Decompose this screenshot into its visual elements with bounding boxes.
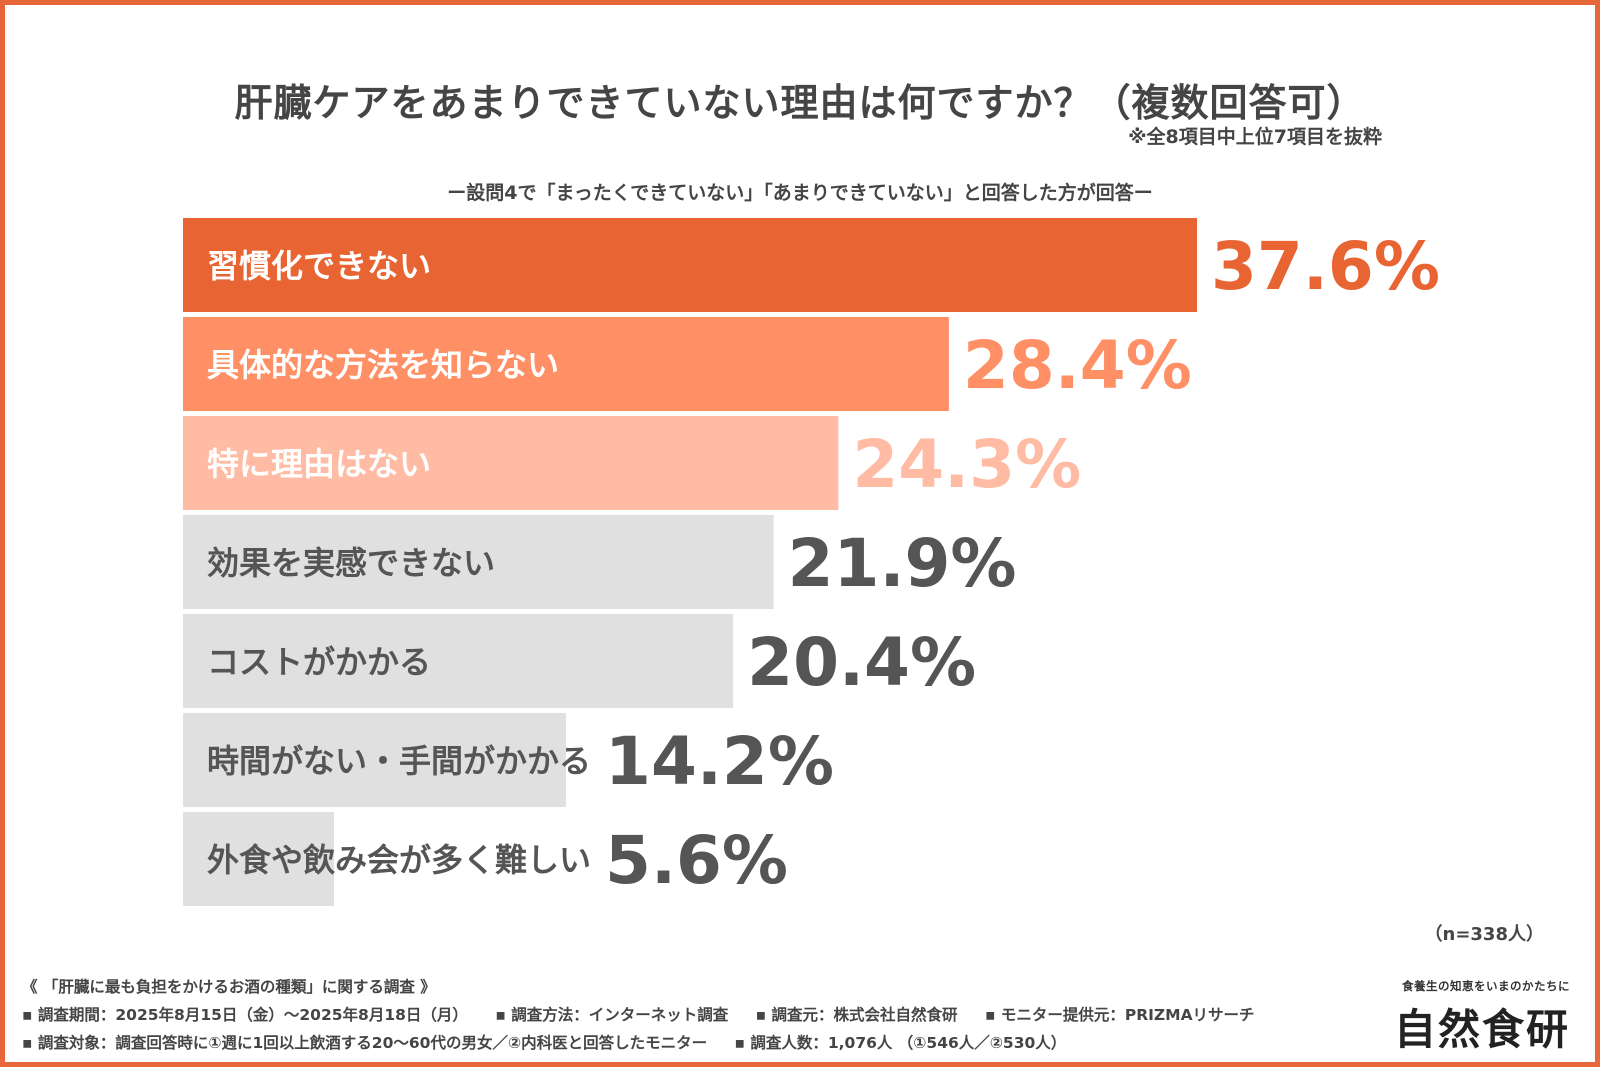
chart-subtitle: ー設問4で「まったくできていない」「あまりできていない」と回答した方が回答ー bbox=[447, 182, 1153, 204]
survey-period: ▪ 調査期間：2025年8月15日（金）〜2025年8月18日（月） bbox=[22, 1006, 468, 1024]
value-label-3: 21.9% bbox=[788, 525, 1017, 602]
chart-title: 肝臓ケアをあまりできていない理由は何ですか？（複数回答可） bbox=[234, 81, 1366, 125]
value-label-5: 14.2% bbox=[605, 723, 834, 800]
category-label-3: 効果を実感できない bbox=[207, 544, 495, 582]
bar-4 bbox=[183, 614, 734, 708]
title-note: ※全8項目中上位7項目を抜粋 bbox=[1128, 126, 1382, 148]
value-label-1: 28.4% bbox=[963, 327, 1192, 404]
survey-title: 《 「肝臓に最も負担をかけるお酒の種類」に関する調査 》 bbox=[22, 978, 436, 996]
survey-source: ▪ 調査元：株式会社自然食研 bbox=[755, 1006, 958, 1024]
brand-logo: 自然食研 bbox=[1393, 1005, 1570, 1054]
brand-tagline: 食養生の知恵をいまのかたちに bbox=[1402, 979, 1570, 993]
bar-1 bbox=[183, 317, 949, 411]
bar-3 bbox=[183, 515, 774, 609]
value-label-0: 37.6% bbox=[1211, 228, 1440, 305]
category-label-1: 具体的な方法を知らない bbox=[207, 346, 559, 384]
category-label-6: 外食や飲み会が多く難しい bbox=[207, 841, 591, 879]
category-label-2: 特に理由はない bbox=[207, 445, 431, 483]
survey-count: ▪ 調査人数：1,076人 （①546人／②530人） bbox=[734, 1034, 1067, 1052]
category-label-4: コストがかかる bbox=[207, 643, 431, 681]
bar-5 bbox=[183, 713, 566, 807]
bar-0 bbox=[183, 218, 1197, 312]
bar-6 bbox=[183, 812, 335, 906]
category-label-0: 習慣化できない bbox=[207, 247, 431, 285]
footer-line-3: ▪ 調査対象：調査回答時に①週に1回以上飲酒する20〜60代の男女／②内科医と回… bbox=[22, 1031, 1088, 1053]
survey-method: ▪ 調査方法：インターネット調査 bbox=[495, 1006, 729, 1024]
value-label-2: 24.3% bbox=[852, 426, 1081, 503]
value-label-4: 20.4% bbox=[747, 624, 976, 701]
value-label-6: 5.6% bbox=[605, 822, 788, 899]
bar-2 bbox=[183, 416, 839, 510]
survey-target: ▪ 調査対象：調査回答時に①週に1回以上飲酒する20〜60代の男女／②内科医と回… bbox=[22, 1034, 708, 1052]
category-label-5: 時間がない・手間がかかる bbox=[207, 742, 591, 780]
monitor-provider: ▪ モニター提供元：PRIZMAリサーチ bbox=[984, 1006, 1255, 1024]
sample-size: （n=338人） bbox=[1424, 924, 1544, 945]
footer-line-2: ▪ 調査期間：2025年8月15日（金）〜2025年8月18日（月） ▪ 調査方… bbox=[22, 1003, 1277, 1025]
